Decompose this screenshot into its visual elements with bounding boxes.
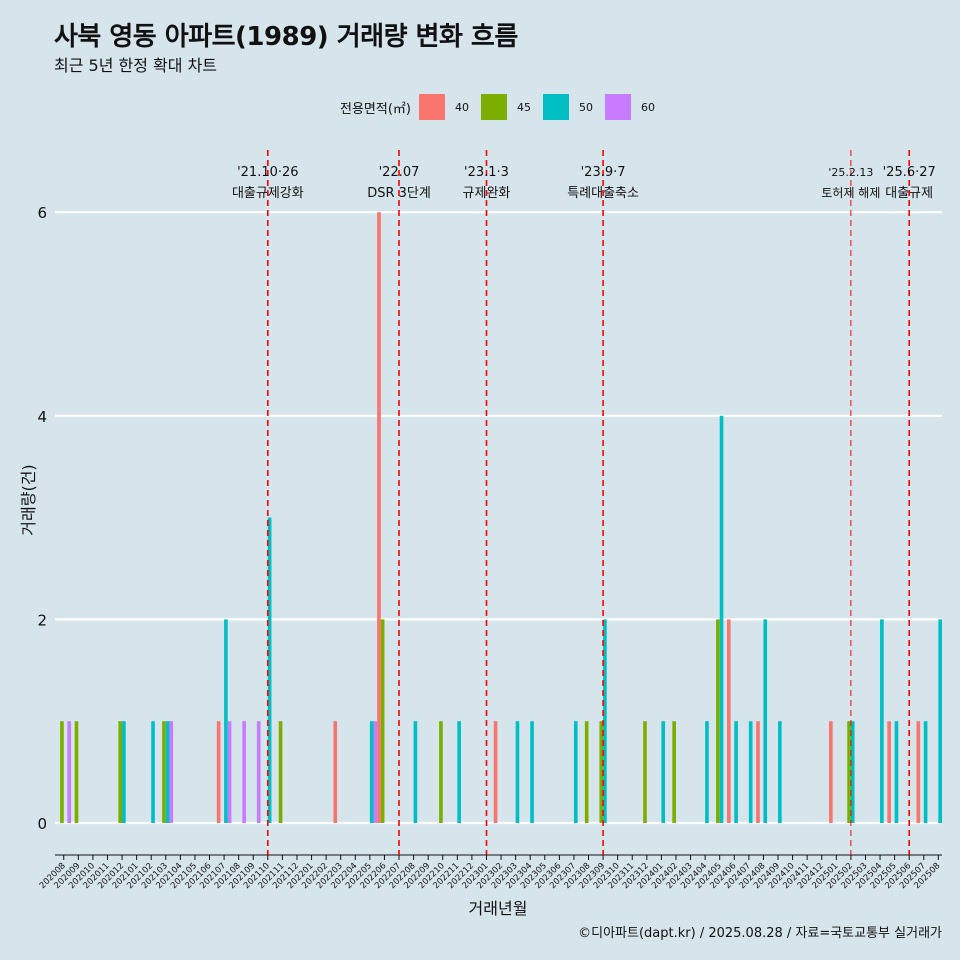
bar-60-202205 [373,721,378,823]
bar-40-202203 [333,721,338,823]
y-tick-label-0: 0 [37,815,47,833]
bar-50-202211 [457,721,461,823]
bar-50-202304 [530,721,534,823]
event-label-0: 대출규제강화 [232,186,304,201]
event-date-3: '23.9·7 [581,165,626,180]
bar-60-202103 [169,721,174,823]
bar-50-202406 [734,721,738,823]
source-caption: ©디아파트(dapt.kr) / 2025.08.28 / 자료=국토교통부 실… [578,926,942,941]
legend-label-60: 60 [640,100,655,114]
bar-50-202505 [894,721,899,823]
event-label-5: 대출규제 [885,186,933,201]
legend-swatch-60 [604,94,631,120]
y-tick-label-6: 6 [37,204,47,222]
bar-50-202502 [850,721,855,823]
bar-45-202312 [643,721,647,823]
bar-45-202309 [599,721,604,823]
bar-60-202108 [242,721,246,823]
bar-45-202111 [278,721,283,823]
legend-label-50: 50 [578,100,593,114]
event-label-2: 규제완화 [463,186,511,201]
event-label-3: 특례대출축소 [567,186,639,201]
legend-swatch-45 [480,94,507,120]
legend-item-40: 40 [418,94,469,120]
bar-45-202012 [118,721,123,823]
y-axis-title: 거래량(건) [19,464,38,535]
chart-subtitle: 최근 5년 한정 확대 차트 [54,56,218,75]
bar-50-202401 [661,721,666,823]
bar-50-202205 [369,721,374,823]
bar-45-202405 [716,619,720,823]
bar-50-202012 [122,721,126,823]
bar-60-202107 [227,721,232,823]
legend-swatch-50 [542,94,569,120]
y-tick-label-2: 2 [37,611,47,629]
bar-45-202402 [672,721,676,823]
bar-40-202302 [493,721,498,823]
bar-50-202309 [603,619,607,823]
bar-50-202404 [705,721,709,823]
x-axis-title: 거래년월 [469,899,528,918]
event-date-4: '25.2.13 [828,166,873,179]
bar-50-202408 [763,619,768,823]
bar-45-202206 [380,619,385,823]
legend-item-50: 50 [542,94,593,120]
bar-50-202303 [515,721,520,823]
bar-50-202110 [267,517,272,823]
bar-60-202008 [67,721,72,823]
event-date-2: '23.1·3 [464,165,509,180]
event-date-0: '21.10·26 [237,165,298,180]
bar-40-202107 [216,721,221,823]
event-label-1: DSR 3단계 [367,186,431,201]
legend: 전용면적(㎡) 40 45 50 60 [340,93,667,121]
bar-50-202307 [573,721,578,823]
bar-40-202501 [829,721,833,823]
bar-40-202507 [916,721,921,823]
event-label-4: 토허제 해제 [821,186,880,200]
legend-item-60: 60 [604,94,655,120]
legend-item-45: 45 [480,94,531,120]
chart-title: 사북 영동 아파트(1989) 거래량 변화 흐름 [54,22,518,52]
event-date-5: '25.6·27 [883,165,936,180]
bar-50-202107 [224,619,228,823]
bar-45-202103 [162,721,166,823]
bar-50-202508 [938,619,942,823]
bar-40-202406 [726,619,731,823]
bar-45-202308 [584,721,589,823]
bar-50-202507 [923,721,928,823]
legend-title: 전용면적(㎡) [340,101,411,117]
y-tick-label-4: 4 [37,408,47,426]
bar-50-202405 [719,415,724,823]
bar-60-202109 [256,721,261,823]
bar-45-202502 [847,721,851,823]
bar-45-202009 [74,721,79,823]
bar-45-202008 [60,721,64,823]
bar-45-202210 [439,721,443,823]
bar-50-202504 [880,619,884,823]
bar-50-202103 [165,721,170,823]
legend-label-45: 45 [516,100,531,114]
bar-50-202208 [413,721,418,823]
bar-40-202206 [377,212,381,823]
bar-40-202505 [887,721,891,823]
legend-label-40: 40 [454,100,469,114]
bar-50-202102 [151,721,155,823]
bar-50-202409 [778,721,782,823]
bar-50-202407 [748,721,753,823]
event-date-1: '22.07 [379,165,420,180]
legend-swatch-40 [418,94,445,120]
bar-40-202408 [756,721,760,823]
